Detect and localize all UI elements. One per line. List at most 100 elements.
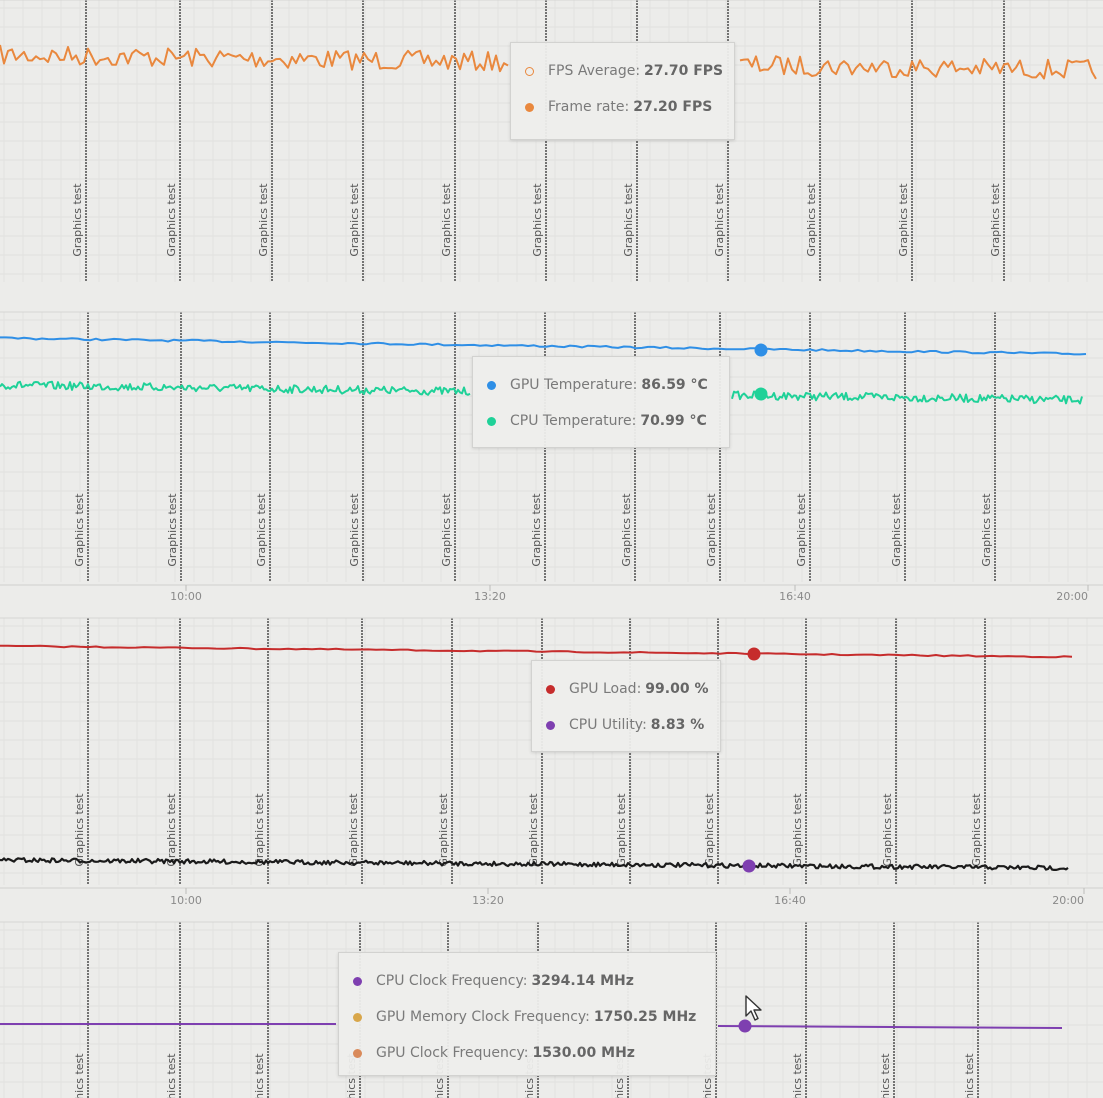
- tooltip-row: GPU Load: 99.00 %: [546, 671, 709, 707]
- tooltip-row: GPU Temperature: 86.59 °C: [487, 367, 715, 403]
- graphics-test-marker-label: Graphics test: [881, 793, 894, 867]
- graphics-test-marker-label: Graphics test: [970, 793, 983, 867]
- tooltip-value: 1530.00 MHz: [532, 1045, 635, 1061]
- gpu-load-legend-dot: [546, 684, 555, 694]
- tooltip-label: GPU Temperature:: [510, 377, 638, 393]
- cpu-utility-line: [0, 857, 1069, 871]
- graphics-test-marker-label: Graphics test: [73, 1053, 86, 1098]
- graphics-test-marker-label: Graphics test: [73, 493, 86, 567]
- gpu-load-line: [0, 644, 1073, 659]
- tooltip-value: 70.99 °C: [640, 413, 707, 429]
- tooltip-row: CPU Clock Frequency: 3294.14 MHz: [353, 963, 701, 999]
- gpu-memory-clock-legend-dot: [353, 1012, 362, 1022]
- gpu-load-hover-point: [747, 647, 761, 661]
- tooltip-row: Frame rate: 27.20 FPS: [525, 89, 720, 125]
- graphics-test-marker-label: Graphics test: [531, 183, 544, 257]
- gpu-temperature-legend-dot: [487, 380, 496, 390]
- graphics-test-marker-label: Graphics test: [165, 183, 178, 257]
- tooltip-value: 99.00 %: [645, 681, 709, 697]
- graphics-test-marker-label: Graphics test: [795, 493, 808, 567]
- graphics-test-marker-label: Graphics test: [165, 793, 178, 867]
- graphics-test-marker-label: Graphics test: [348, 493, 361, 567]
- tooltip-label: FPS Average:: [548, 63, 641, 79]
- frame-rate-legend-dot: [525, 102, 534, 112]
- graphics-test-marker-label: Graphics test: [257, 183, 270, 257]
- fps-average-legend-dot: [525, 66, 534, 76]
- x-tick-label: 10:00: [170, 894, 202, 907]
- temperature-tooltip: GPU Temperature: 86.59 °C CPU Temperatur…: [472, 356, 730, 448]
- graphics-test-marker-label: Graphics test: [615, 793, 628, 867]
- graphics-test-marker-label: Graphics test: [255, 493, 268, 567]
- cpu-utility-hover-point: [742, 859, 756, 873]
- graphics-test-marker-label: Graphics test: [622, 183, 635, 257]
- cpu-clock-legend-dot: [353, 976, 362, 986]
- graphics-test-marker-label: Graphics test: [805, 183, 818, 257]
- gpu-clock-legend-dot: [353, 1048, 362, 1058]
- tooltip-row: GPU Clock Frequency: 1530.00 MHz: [353, 1035, 701, 1071]
- cpu-clock-hover-point: [738, 1019, 752, 1033]
- graphics-test-marker-label: Graphics test: [440, 183, 453, 257]
- graphics-test-marker-label: Graphics test: [71, 183, 84, 257]
- x-tick-label: 16:40: [779, 590, 811, 603]
- tooltip-row: GPU Memory Clock Frequency: 1750.25 MHz: [353, 999, 701, 1035]
- graphics-test-marker-label: Graphics test: [963, 1053, 976, 1098]
- tooltip-label: CPU Clock Frequency:: [376, 973, 528, 989]
- graphics-test-marker-label: Graphics test: [348, 183, 361, 257]
- graphics-test-marker-label: Graphics test: [703, 793, 716, 867]
- tooltip-label: GPU Load:: [569, 681, 642, 697]
- load-tooltip: GPU Load: 99.00 % CPU Utility: 8.83 %: [531, 660, 721, 752]
- graphics-test-marker-label: Graphics test: [890, 493, 903, 567]
- graphics-test-marker-label: Graphics test: [73, 793, 86, 867]
- cpu-temperature-line: [0, 380, 1083, 405]
- tooltip-value: 86.59 °C: [641, 377, 708, 393]
- tooltip-label: Frame rate:: [548, 99, 630, 115]
- fps-tooltip: FPS Average: 27.70 FPS Frame rate: 27.20…: [510, 42, 735, 140]
- x-tick-label: 13:20: [474, 590, 506, 603]
- graphics-test-marker-label: Graphics test: [253, 1053, 266, 1098]
- tooltip-label: GPU Clock Frequency:: [376, 1045, 529, 1061]
- tooltip-value: 27.70 FPS: [644, 63, 724, 79]
- tooltip-value: 3294.14 MHz: [531, 973, 634, 989]
- graphics-test-marker-label: Graphics test: [530, 493, 543, 567]
- graphics-test-marker-label: Graphics test: [705, 493, 718, 567]
- graphics-test-marker-label: Graphics test: [791, 793, 804, 867]
- graphics-test-marker-label: Graphics test: [347, 793, 360, 867]
- graphics-test-marker-label: Graphics test: [897, 183, 910, 257]
- x-tick-label: 20:00: [1056, 590, 1088, 603]
- graphics-test-marker-label: Graphics test: [713, 183, 726, 257]
- cpu-temperature-hover-point: [754, 387, 768, 401]
- tooltip-row: CPU Utility: 8.83 %: [546, 707, 706, 743]
- tooltip-row: FPS Average: 27.70 FPS: [525, 53, 724, 89]
- graphics-test-marker-label: Graphics test: [791, 1053, 804, 1098]
- tooltip-value: 27.20 FPS: [633, 99, 713, 115]
- graphics-test-marker-label: Graphics test: [253, 793, 266, 867]
- graphics-test-marker-label: Graphics test: [989, 183, 1002, 257]
- tooltip-row: CPU Temperature: 70.99 °C: [487, 403, 715, 439]
- graphics-test-marker-label: Graphics test: [166, 493, 179, 567]
- tooltip-label: GPU Memory Clock Frequency:: [376, 1009, 590, 1025]
- graphics-test-marker-label: Graphics test: [527, 793, 540, 867]
- x-tick-label: 16:40: [774, 894, 806, 907]
- tooltip-value: 1750.25 MHz: [593, 1009, 697, 1025]
- x-tick-label: 13:20: [472, 894, 504, 907]
- graphics-test-marker-label: Graphics test: [879, 1053, 892, 1098]
- tooltip-label: CPU Utility:: [569, 717, 647, 733]
- cpu-clock-line: [717, 1025, 1063, 1029]
- x-tick-label: 20:00: [1052, 894, 1084, 907]
- graphics-test-marker-label: Graphics test: [620, 493, 633, 567]
- graphics-test-marker-label: Graphics test: [980, 493, 993, 567]
- gpu-temperature-line: [0, 336, 1087, 356]
- cpu-temperature-legend-dot: [487, 416, 496, 426]
- frame-rate-line: [0, 44, 1097, 80]
- x-tick-label: 10:00: [170, 590, 202, 603]
- clock-tooltip: CPU Clock Frequency: 3294.14 MHz GPU Mem…: [338, 952, 716, 1076]
- cpu-utility-legend-dot: [546, 720, 555, 730]
- graphics-test-marker-label: Graphics test: [165, 1053, 178, 1098]
- graphics-test-marker-label: Graphics test: [440, 493, 453, 567]
- gpu-temperature-hover-point: [754, 343, 768, 357]
- graphics-test-marker-label: Graphics test: [437, 793, 450, 867]
- tooltip-label: CPU Temperature:: [510, 413, 637, 429]
- mouse-pointer-icon: [745, 995, 762, 1021]
- tooltip-value: 8.83 %: [650, 717, 705, 733]
